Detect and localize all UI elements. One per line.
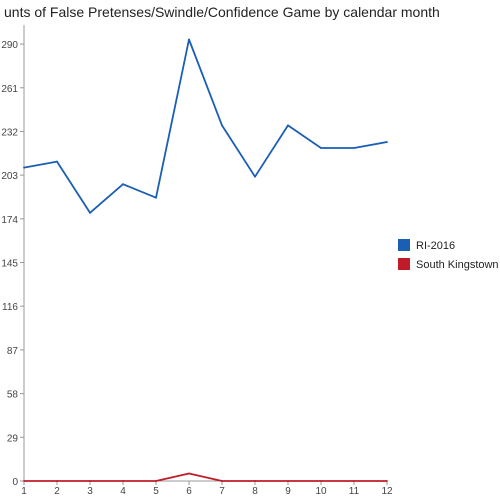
y-tick-label: 0 bbox=[12, 477, 18, 488]
x-tick-label: 3 bbox=[87, 486, 93, 497]
x-tick-label: 12 bbox=[381, 486, 393, 497]
data-point-ri-2016 bbox=[89, 211, 91, 214]
data-point-ri-2016 bbox=[221, 124, 223, 127]
data-point-ri-2016 bbox=[287, 124, 289, 127]
legend: RI-2016 South Kingstown bbox=[398, 239, 499, 271]
legend-label: South Kingstown bbox=[416, 259, 499, 271]
data-point-south-kingstown bbox=[353, 480, 355, 482]
series-line-south-kingstown bbox=[24, 472, 387, 482]
data-point-ri-2016 bbox=[155, 196, 157, 199]
x-tick-label: 8 bbox=[252, 486, 258, 497]
y-tick-label: 232 bbox=[1, 127, 18, 138]
y-tick-label: 29 bbox=[7, 433, 19, 444]
legend-swatch bbox=[398, 258, 410, 270]
data-point-south-kingstown bbox=[89, 480, 91, 482]
y-tick-label: 203 bbox=[1, 171, 18, 182]
legend-swatch bbox=[398, 239, 410, 251]
x-tick-label: 2 bbox=[54, 486, 60, 497]
x-tick-label: 4 bbox=[120, 486, 126, 497]
data-point-ri-2016 bbox=[56, 160, 58, 163]
data-point-ri-2016 bbox=[353, 147, 355, 149]
y-tick-label: 145 bbox=[1, 259, 18, 270]
data-point-ri-2016 bbox=[122, 183, 124, 186]
y-tick-label: 58 bbox=[7, 390, 19, 401]
data-point-south-kingstown bbox=[155, 480, 157, 482]
x-tick-label: 1 bbox=[21, 486, 27, 497]
data-point-south-kingstown bbox=[188, 472, 190, 475]
series-line-ri-2016 bbox=[23, 38, 388, 214]
x-tick-label: 11 bbox=[349, 486, 360, 497]
y-tick-label: 174 bbox=[1, 215, 18, 226]
data-point-south-kingstown bbox=[287, 480, 289, 482]
data-point-ri-2016 bbox=[23, 166, 25, 169]
data-point-south-kingstown bbox=[23, 480, 25, 482]
y-tick-label: 116 bbox=[2, 302, 18, 313]
chart-title: unts of False Pretenses/Swindle/Confiden… bbox=[4, 4, 440, 20]
data-point-ri-2016 bbox=[188, 38, 190, 41]
y-tick-label: 261 bbox=[1, 84, 18, 95]
data-point-ri-2016 bbox=[320, 147, 322, 149]
data-point-south-kingstown bbox=[386, 480, 388, 482]
data-point-ri-2016 bbox=[254, 175, 256, 178]
data-point-south-kingstown bbox=[122, 480, 124, 482]
x-tick-label: 9 bbox=[285, 486, 291, 497]
data-point-south-kingstown bbox=[254, 480, 256, 482]
y-tick-label: 290 bbox=[1, 40, 18, 51]
data-point-south-kingstown bbox=[221, 480, 223, 482]
series-layer bbox=[23, 38, 388, 482]
x-tick-label: 5 bbox=[153, 486, 159, 497]
data-point-south-kingstown bbox=[320, 480, 322, 482]
x-tick-label: 6 bbox=[186, 486, 192, 497]
x-tick-label: 7 bbox=[219, 486, 225, 497]
x-tick-label: 10 bbox=[315, 486, 327, 497]
data-point-south-kingstown bbox=[56, 480, 58, 482]
data-point-ri-2016 bbox=[386, 141, 388, 143]
legend-label: RI-2016 bbox=[416, 240, 455, 252]
y-tick-label: 87 bbox=[7, 346, 19, 357]
